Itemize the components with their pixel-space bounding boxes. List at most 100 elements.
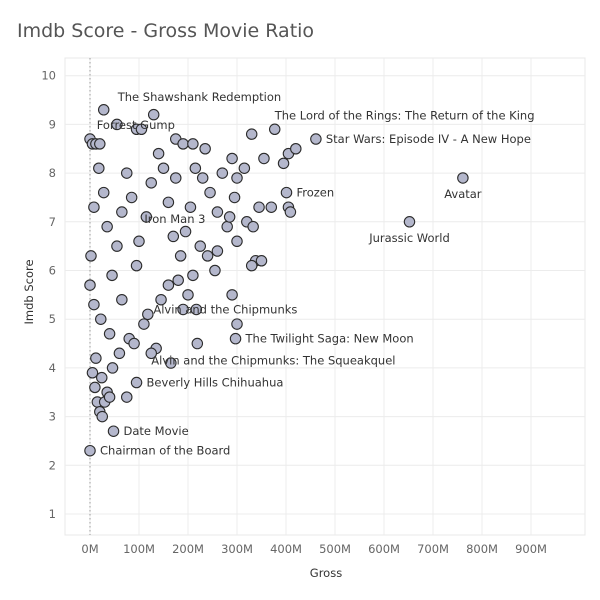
data-point [142, 308, 154, 321]
y-tick-label: 1 [49, 507, 56, 521]
data-point [145, 177, 158, 189]
annotated-data-point [191, 337, 204, 350]
data-point [245, 259, 258, 272]
data-point [238, 162, 251, 174]
point-annotation: The Twilight Saga: New Moon [245, 332, 414, 346]
data-point [111, 240, 123, 252]
data-point [196, 172, 209, 184]
annotated-data-point [97, 104, 110, 116]
data-point [95, 313, 107, 325]
data-point [147, 108, 160, 121]
data-point [165, 357, 177, 369]
y-tick-label: 6 [49, 264, 56, 278]
y-tick-label: 4 [49, 361, 56, 375]
data-point [135, 123, 148, 136]
data-point [88, 298, 100, 311]
data-point [113, 347, 126, 360]
data-point [121, 167, 133, 179]
data-point [155, 293, 167, 306]
data-point [157, 162, 170, 174]
data-point [172, 274, 184, 286]
data-point [116, 293, 128, 306]
y-tick-label: 10 [41, 69, 56, 83]
data-point [247, 220, 259, 233]
data-point [231, 318, 243, 330]
data-point [125, 191, 138, 204]
data-point [182, 289, 194, 301]
y-tick-label: 8 [49, 166, 56, 180]
annotated-data-point [107, 425, 120, 437]
annotated-data-point [245, 128, 258, 140]
data-point [101, 220, 113, 233]
data-point [221, 220, 233, 233]
chart-title: Imdb Score - Gross Movie Ratio [17, 20, 315, 42]
data-point [86, 367, 99, 379]
data-point [226, 152, 238, 165]
data-point [128, 337, 140, 350]
y-tick-label: 9 [49, 117, 56, 131]
y-axis-label: Imdb Score [22, 259, 36, 324]
data-point [89, 381, 101, 394]
data-point [106, 362, 119, 374]
data-point [231, 172, 243, 184]
data-point [231, 235, 243, 248]
data-point [130, 259, 143, 272]
data-point [211, 206, 224, 218]
annotated-data-point [190, 303, 203, 316]
data-point [211, 245, 224, 257]
point-layer [84, 104, 469, 457]
data-point [111, 118, 123, 131]
y-tick-label: 5 [49, 312, 56, 326]
annotated-data-point [229, 332, 242, 345]
label-layer: The Shawshank Redemption Forrest Gump The … [97, 90, 535, 458]
data-point [162, 279, 175, 291]
data-point [255, 255, 268, 267]
data-point [177, 138, 189, 150]
data-point [194, 240, 207, 252]
point-annotation: The Shawshank Redemption [117, 90, 281, 104]
data-point [103, 328, 116, 340]
data-point [94, 138, 106, 150]
point-annotation: Frozen [296, 186, 334, 200]
point-annotation: Chairman of the Board [100, 444, 230, 458]
x-tick-label: 300M [221, 542, 253, 556]
data-point [167, 230, 180, 243]
data-point [216, 167, 229, 179]
point-annotation: Alvin and the Chipmunks: The Squeakquel [151, 354, 395, 368]
point-annotation: Jurassic World [368, 231, 450, 245]
data-point [290, 143, 302, 155]
data-point [96, 410, 109, 423]
point-annotation: Avatar [444, 187, 482, 201]
data-point [97, 186, 110, 199]
data-point [138, 318, 150, 330]
data-point [177, 303, 189, 316]
point-annotation: Forrest Gump [97, 118, 175, 132]
point-annotation: Iron Man 3 [144, 212, 205, 226]
data-point [90, 352, 102, 364]
x-tick-label: 900M [515, 542, 547, 556]
data-point [96, 371, 108, 384]
data-point [228, 191, 241, 204]
data-point [170, 172, 182, 184]
data-point [253, 201, 265, 213]
data-point [84, 279, 96, 291]
data-point [223, 211, 236, 223]
data-point [145, 347, 158, 360]
x-axis-label: Gross [310, 566, 342, 580]
data-point [265, 201, 278, 213]
data-point [88, 201, 100, 213]
data-point [226, 289, 238, 301]
data-point [116, 206, 128, 218]
data-point [106, 269, 118, 282]
annotated-data-point [268, 123, 281, 136]
point-annotation: Alvin and the Chipmunks [153, 302, 297, 316]
data-point [277, 157, 290, 170]
annotated-data-point [403, 216, 416, 228]
point-annotation: The Lord of the Rings: The Return of the… [274, 108, 535, 122]
y-tick-label: 2 [49, 458, 56, 472]
point-annotation: Beverly Hills Chihuahua [147, 376, 284, 390]
data-point [209, 264, 221, 277]
data-point [184, 201, 197, 213]
